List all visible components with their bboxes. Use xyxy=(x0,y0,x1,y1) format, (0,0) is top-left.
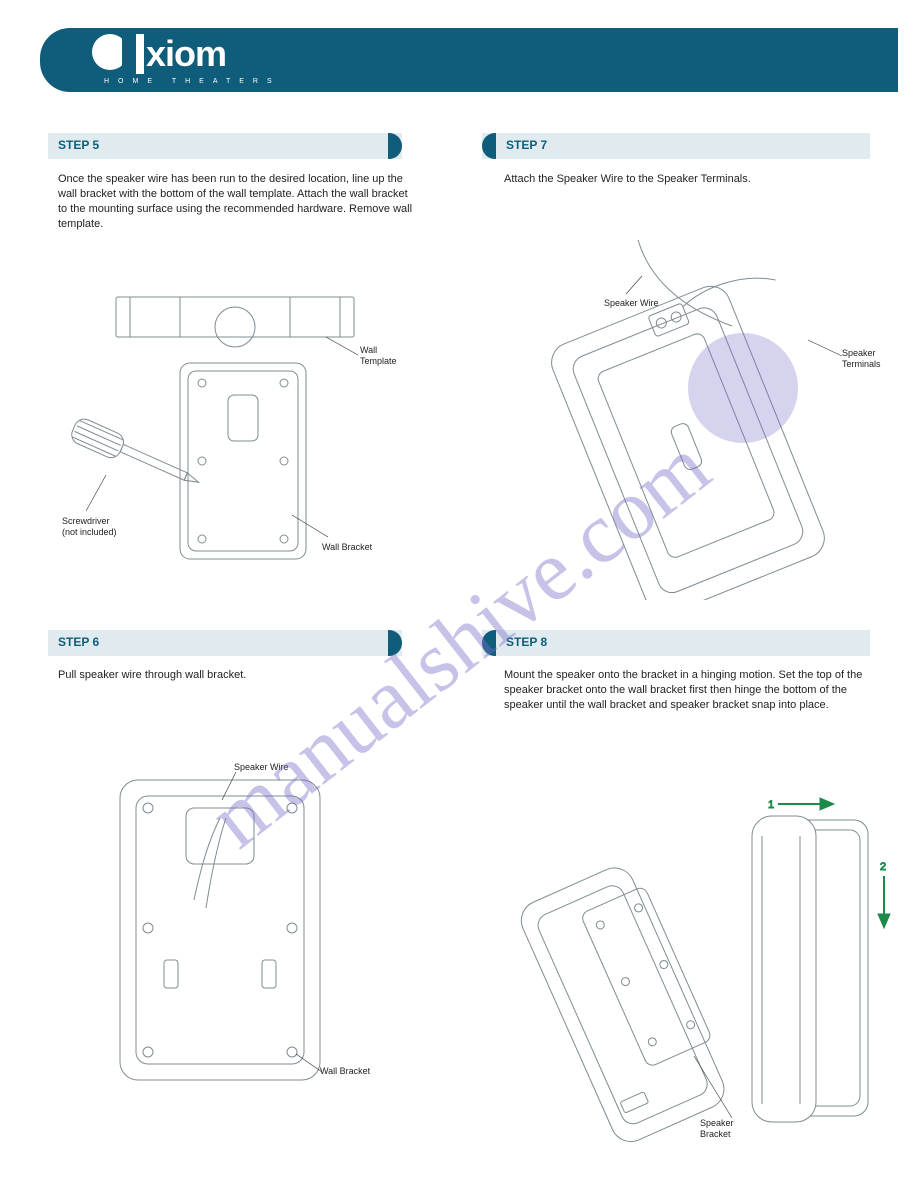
step5-diagram xyxy=(70,275,400,605)
step5-callout-screwdriver: Screwdriver (not included) xyxy=(62,516,117,539)
step7-title: STEP 7 xyxy=(506,138,547,152)
step8-strip: STEP 8 xyxy=(482,630,870,656)
step7-diagram xyxy=(500,240,880,600)
step5-body: Once the speaker wire has been run to th… xyxy=(58,172,418,231)
logo-bar xyxy=(136,34,144,74)
step7-callout-wire: Speaker Wire xyxy=(604,298,659,309)
step5-callout-bracket: Wall Bracket xyxy=(322,542,372,553)
brand-tagline: HOME THEATERS xyxy=(104,78,281,85)
step8-title: STEP 8 xyxy=(506,635,547,649)
step6-strip: STEP 6 xyxy=(48,630,402,656)
step6-title: STEP 6 xyxy=(58,635,99,649)
step8-arrow2-label: 2 xyxy=(880,861,886,873)
step6-callout-bracket: Wall Bracket xyxy=(320,1066,370,1077)
step6-diagram xyxy=(90,760,350,1120)
brand-name: xiom xyxy=(146,33,226,75)
logo-mark xyxy=(92,34,132,74)
step5-strip: STEP 5 xyxy=(48,133,402,159)
step6-callout-wire: Speaker Wire xyxy=(234,762,289,773)
step5-callout-template: Wall Template xyxy=(360,345,397,368)
step5-title: STEP 5 xyxy=(58,138,99,152)
step8-arrow1-label: 1 xyxy=(768,799,774,811)
brand-logo: xiom xyxy=(92,32,226,76)
step5-strip-cap xyxy=(388,133,402,159)
step6-body: Pull speaker wire through wall bracket. xyxy=(58,668,418,683)
step7-callout-terminals: Speaker Terminals xyxy=(842,348,881,371)
step8-callout-bracket: Speaker Bracket xyxy=(700,1118,734,1141)
step7-body: Attach the Speaker Wire to the Speaker T… xyxy=(504,172,864,187)
step7-strip-cap xyxy=(482,133,496,159)
step7-strip: STEP 7 xyxy=(482,133,870,159)
step8-strip-cap xyxy=(482,630,496,656)
step8-body: Mount the speaker onto the bracket in a … xyxy=(504,668,864,713)
step6-strip-cap xyxy=(388,630,402,656)
header-cap xyxy=(40,28,80,92)
